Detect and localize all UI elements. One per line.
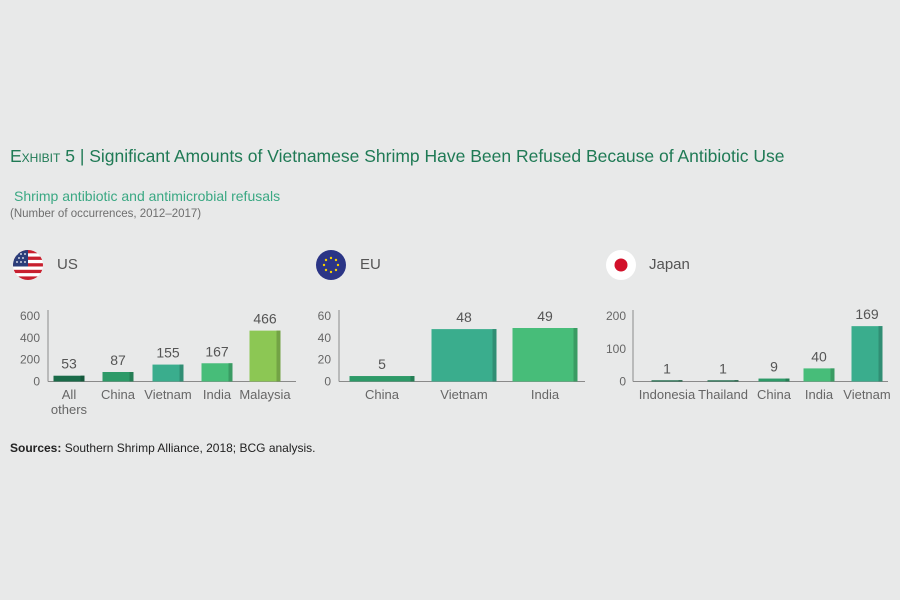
data-label: 466 (253, 311, 277, 327)
category-label: others (51, 402, 88, 417)
bar-edge (734, 380, 739, 382)
exhibit-label: Exhibit 5 (10, 146, 75, 166)
sources-text: Southern Shrimp Alliance, 2018; BCG anal… (64, 441, 316, 455)
title-text: Significant Amounts of Vietnamese Shrimp… (89, 146, 785, 166)
sources-label: Sources: (10, 441, 62, 455)
category-label: Thailand (698, 387, 748, 402)
y-tick-label: 200 (606, 309, 626, 323)
bar (249, 330, 281, 382)
y-tick-label: 600 (20, 309, 40, 323)
bar (431, 329, 497, 382)
bar-edge (410, 376, 415, 382)
bar-edge (678, 380, 683, 382)
category-label: China (101, 387, 136, 402)
region-label-eu: EU (360, 256, 381, 273)
data-label: 40 (811, 348, 827, 364)
category-label: China (757, 387, 792, 402)
category-label: India (805, 387, 834, 402)
us-flag-icon (13, 250, 43, 280)
bar (803, 368, 835, 382)
bar-edge (878, 326, 883, 382)
bar (707, 380, 739, 382)
y-tick-label: 200 (20, 353, 40, 367)
category-label: Indonesia (639, 387, 696, 402)
category-label: India (203, 387, 232, 402)
region-label-us: US (57, 256, 78, 273)
y-tick-label: 0 (619, 375, 626, 389)
bar (152, 364, 184, 382)
bar (349, 376, 415, 382)
chart-title: Exhibit 5 | Significant Amounts of Vietn… (10, 146, 785, 166)
chart-eu: 0 20 40 60 5 China 48 Vietnam 49 India (318, 308, 585, 402)
y-tick-label: 0 (324, 375, 331, 389)
data-label: 5 (378, 356, 386, 372)
chart-japan: 0 100 200 1 Indonesia 1 Thailand 9 China 40 India 1… (606, 306, 891, 402)
category-label: Vietnam (843, 387, 890, 402)
data-label: 1 (719, 360, 727, 376)
bar-edge (830, 368, 835, 382)
japan-flag-icon (606, 250, 636, 280)
bar (851, 326, 883, 382)
bar-edge (228, 363, 233, 382)
bar (53, 375, 85, 382)
data-label: 155 (156, 345, 180, 361)
region-label-japan: Japan (649, 256, 690, 273)
eu-flag-icon (316, 250, 346, 280)
data-label: 1 (663, 360, 671, 376)
y-tick-label: 40 (318, 331, 332, 345)
y-tick-label: 20 (318, 353, 332, 367)
bar-edge (80, 375, 85, 382)
category-label: China (365, 387, 400, 402)
sources-note: Sources: Southern Shrimp Alliance, 2018;… (10, 441, 316, 455)
category-label: Vietnam (440, 387, 487, 402)
bar (651, 380, 683, 382)
data-label: 53 (61, 356, 77, 372)
category-label: Vietnam (144, 387, 191, 402)
y-tick-label: 400 (20, 331, 40, 345)
bar-edge (492, 329, 497, 382)
bar-edge (129, 372, 134, 382)
data-label: 169 (855, 306, 879, 322)
category-label: Malaysia (239, 387, 291, 402)
unit-note: (Number of occurrences, 2012–2017) (10, 208, 202, 220)
bar-edge (179, 364, 184, 382)
data-label: 48 (456, 309, 472, 325)
bar (512, 328, 578, 382)
bar-edge (276, 330, 281, 382)
category-label: India (531, 387, 560, 402)
y-tick-label: 60 (318, 309, 332, 323)
data-label: 167 (205, 343, 229, 359)
data-label: 9 (770, 359, 778, 375)
category-label: All (62, 387, 77, 402)
bar-edge (785, 378, 790, 382)
bar (102, 372, 134, 382)
bar (758, 378, 790, 382)
bar (201, 363, 233, 382)
chart-subtitle: Shrimp antibiotic and antimicrobial refu… (14, 188, 281, 204)
data-label: 49 (537, 308, 553, 324)
y-tick-label: 100 (606, 342, 626, 356)
bar-edge (573, 328, 578, 382)
data-label: 87 (110, 352, 126, 368)
y-tick-label: 0 (33, 375, 40, 389)
